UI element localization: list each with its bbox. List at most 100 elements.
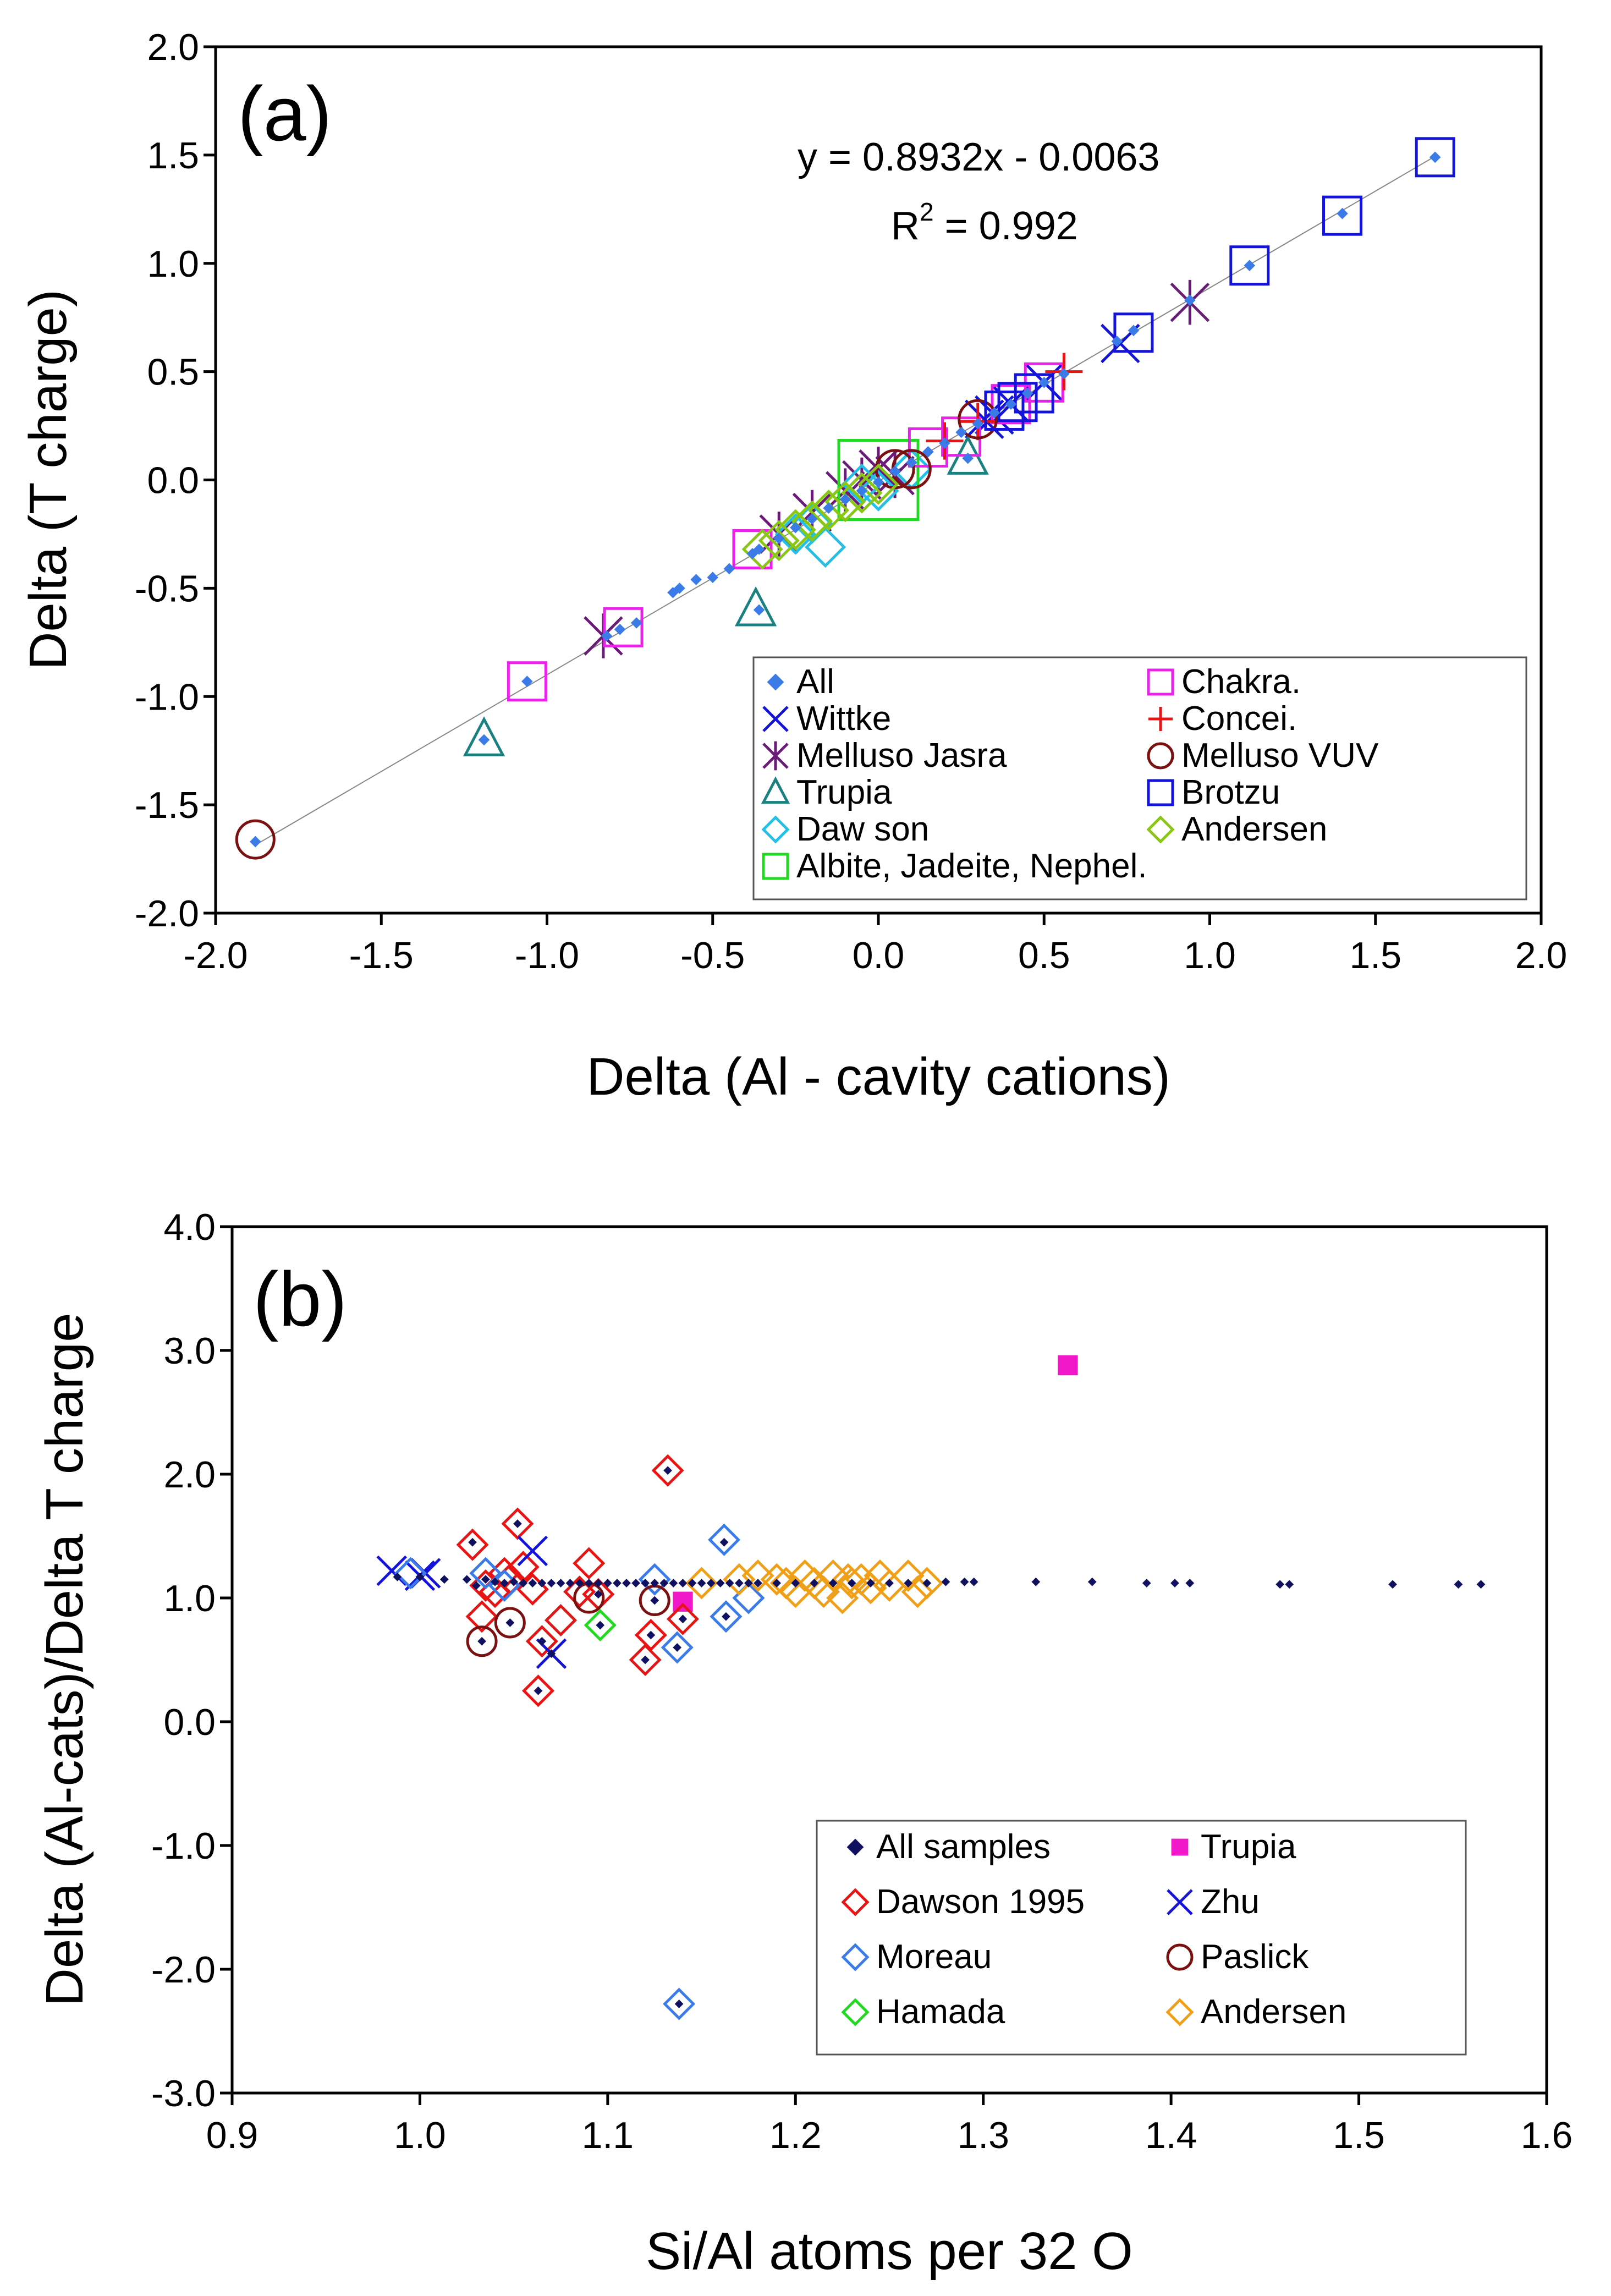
panel-b-y-tick-label: 0.0 <box>163 1701 216 1743</box>
panel-a-y-tick-label: -0.5 <box>135 568 199 609</box>
panel-a-point-all <box>1021 387 1033 399</box>
panel-a-x-tick-label: -2.0 <box>183 935 248 976</box>
panel-a-point-all <box>823 502 834 514</box>
panel-b-point-all-samples <box>1185 1579 1195 1588</box>
panel-b-legend-marker-hamada <box>841 1998 870 2026</box>
panel-a-legend-label-wittke: Wittke <box>796 700 891 738</box>
panel-b-point-andersen <box>769 1567 802 1600</box>
panel-a-point-all <box>988 407 1000 419</box>
panel-b-point-dawson-1995 <box>525 1625 558 1658</box>
panel-b-point-zhu <box>376 1555 407 1586</box>
panel-b-legend-marker-paslick <box>1166 1943 1194 1971</box>
panel-a-point-all <box>922 446 934 458</box>
panel-b-point-all-samples <box>688 1579 697 1588</box>
panel-b-x-tick-label: 1.5 <box>1333 2114 1385 2156</box>
panel-b-point-moreau <box>661 1631 694 1664</box>
panel-a-series-brotzu <box>984 137 1455 431</box>
panel-b-legend-item-trupia: Trupia <box>1171 1828 1296 1866</box>
panel-a-y-tick-label: 0.5 <box>147 351 199 393</box>
panel-a-point-all <box>250 836 261 848</box>
panel-a-point-andersen <box>824 481 866 523</box>
panel-a-point-all <box>690 574 702 585</box>
panel-a-legend-label-melluso-jasra: Melluso Jasra <box>796 737 1007 775</box>
panel-a-point-all <box>1005 398 1017 410</box>
panel-b-legend-marker-trupia <box>1171 1838 1189 1856</box>
panel-b-point-zhu <box>517 1535 548 1567</box>
panel-b-point-all-samples <box>393 1572 402 1581</box>
panel-b-point-all-samples <box>1087 1577 1097 1586</box>
panel-b-point-all-samples <box>734 1579 744 1588</box>
panel-a-point-andersen <box>808 490 850 531</box>
panel-a-point-all <box>478 734 490 746</box>
panel-b-point-dawson-1995 <box>465 1600 498 1633</box>
panel-b-tag: (b) <box>253 1256 347 1342</box>
panel-a-point-all <box>667 586 679 598</box>
panel-a-legend-marker-andersen <box>1146 815 1175 844</box>
panel-a-series-andersen <box>741 463 899 570</box>
panel-a-point-all <box>1058 368 1070 380</box>
panel-b-point-andersen <box>760 1563 793 1596</box>
panel-b-point-all-samples <box>547 1649 556 1658</box>
panel-b-point-all-samples <box>706 1579 716 1588</box>
panel-b-point-all-samples <box>885 1579 894 1588</box>
panel-b-point-all-samples <box>1275 1580 1285 1589</box>
panel-b-point-all-samples <box>697 1579 706 1588</box>
panel-a-legend-item-albite-jadeite-nephel: Albite, Jadeite, Nephel. <box>762 847 1147 885</box>
panel-a-point-all <box>707 572 719 583</box>
panel-b-legend-marker-andersen <box>1165 1998 1194 2026</box>
panel-b-legend-item-paslick: Paslick <box>1166 1938 1309 1976</box>
panel-a-legend-label-chakra: Chakra. <box>1181 663 1301 701</box>
panel-b-x-tick-label: 1.3 <box>957 2114 1009 2156</box>
panel-b-legend-label-hamada: Hamada <box>876 1993 1005 2031</box>
panel-a-point-trupia <box>734 586 777 627</box>
panel-a-legend-marker-melluso-jasra <box>762 741 789 771</box>
panel-a-legend-item-wittke: Wittke <box>762 700 891 738</box>
panel-b-x-tick-label: 1.0 <box>394 2114 446 2156</box>
panel-a-r2-prefix: R <box>891 204 920 248</box>
panel-b-point-all-samples <box>603 1579 612 1588</box>
panel-a-point-chakra <box>603 607 644 647</box>
panel-b-legend-item-all-samples: All samples <box>846 1828 1051 1866</box>
panel-b-point-all-samples <box>722 1612 730 1621</box>
panel-b-legend-item-hamada: Hamada <box>841 1993 1005 2031</box>
panel-a-y-tick-label: -2.0 <box>135 893 199 935</box>
panel-b-point-andersen <box>826 1581 859 1614</box>
panel-a-tag: (a) <box>238 70 332 157</box>
panel-b-point-all-samples <box>500 1579 509 1588</box>
panel-b-point-all-samples <box>1170 1579 1179 1588</box>
panel-b-y-tick-label: 4.0 <box>163 1206 216 1248</box>
panel-b-legend-label-all-samples: All samples <box>876 1828 1051 1866</box>
panel-b-point-all-samples <box>596 1621 605 1630</box>
panel-b-point-all-samples <box>1031 1577 1041 1586</box>
panel-a-point-all <box>1038 377 1050 388</box>
panel-a-x-tick-label: 0.5 <box>1018 935 1070 976</box>
panel-b-point-all-samples <box>674 2000 684 2008</box>
panel-a-point-all <box>614 623 626 635</box>
panel-b-point-andersen <box>910 1567 943 1600</box>
panel-b-point-moreau <box>394 1557 427 1590</box>
panel-b-point-hamada <box>584 1608 617 1642</box>
panel-b-y-axis-label: Delta (Al-cats)/Delta T charge <box>35 1313 94 2007</box>
panel-a-x-tick-label: 1.0 <box>1184 935 1236 976</box>
panel-b-point-moreau <box>469 1557 502 1590</box>
panel-a-legend-marker-concei <box>1148 707 1173 731</box>
panel-b-point-andersen <box>685 1567 718 1600</box>
panel-b-point-dawson-1995 <box>544 1603 578 1637</box>
panel-b-point-all-samples <box>1285 1580 1294 1589</box>
panel-a-point-trupia <box>463 716 505 756</box>
panel-b-point-trupia <box>1058 1355 1078 1376</box>
panel-a-y-tick-label: 1.0 <box>147 243 199 285</box>
panel-b-point-trupia <box>673 1591 693 1612</box>
panel-a-point-all <box>630 617 642 629</box>
panel-a-legend-item-chakra: Chakra. <box>1147 663 1301 701</box>
panel-a-series-all <box>250 151 1441 848</box>
panel-b-point-all-samples <box>556 1579 565 1588</box>
panel-b-point-paslick <box>494 1607 526 1639</box>
panel-b-marks <box>376 1355 1486 2020</box>
panel-a-point-all <box>905 457 917 469</box>
panel-b-point-all-samples <box>509 1577 519 1586</box>
panel-a-x-axis-label: Delta (Al - cavity cations) <box>586 1047 1170 1106</box>
panel-a-y-tick-label: 1.5 <box>147 135 199 177</box>
panel-b-point-dawson-1995 <box>629 1643 662 1677</box>
panel-b-point-all-samples <box>513 1519 522 1528</box>
